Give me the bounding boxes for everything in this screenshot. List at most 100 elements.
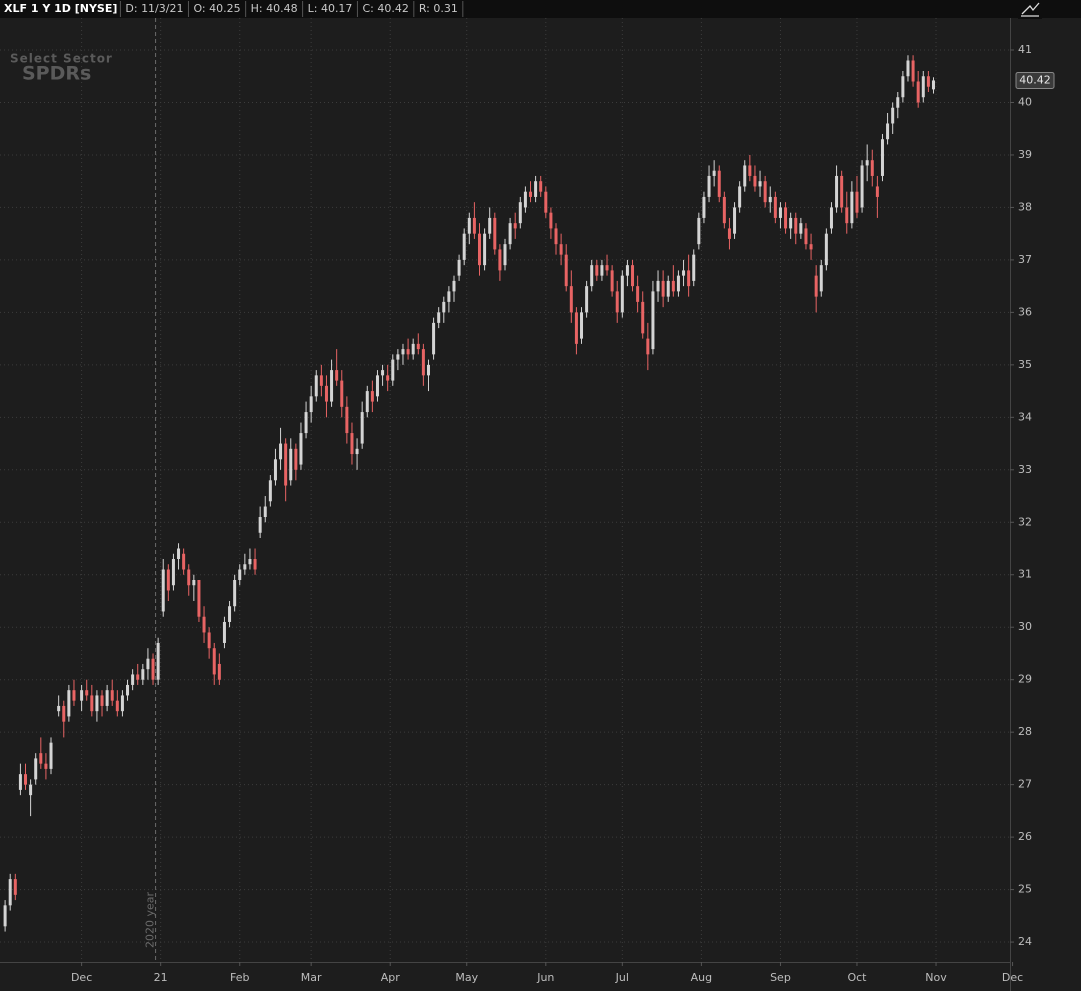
candle-body [896,97,900,108]
candle-body [886,123,890,140]
candle-body [682,270,686,276]
candle-body [676,275,680,292]
x-tick-label: Jun [536,971,554,984]
candle-body [187,569,191,586]
candle-body [911,60,915,82]
candle-body [222,621,226,643]
candle-body [263,506,267,518]
candle-body [350,433,354,455]
candle-body [360,412,364,444]
y-tick-label: 26 [1018,830,1032,843]
candle-body [44,763,48,769]
candle-body [177,548,181,560]
watermark-bottom: SPDRs [22,63,91,85]
candle-body [569,286,573,313]
candle-body [702,196,706,218]
y-tick-label: 39 [1018,148,1032,161]
candle-body [202,616,206,633]
candle-body [722,196,726,224]
y-tick-label: 33 [1018,463,1032,476]
candle-body [207,632,211,649]
candle-body [406,349,410,355]
candle-body [697,217,701,245]
candle-body [49,742,53,769]
candle-body [335,370,339,381]
candle-body [646,338,650,355]
candle-body [503,244,507,266]
candle-body [768,196,772,203]
candle-body [498,249,502,271]
candle-body [330,370,334,402]
candle-body [651,291,655,350]
candle-body [712,170,716,176]
candle-body [126,684,130,696]
candle-body [294,448,298,470]
candle-body [549,212,553,229]
y-tick-label: 40 [1018,95,1032,108]
candle-body [580,312,584,339]
candle-body [789,217,793,229]
candle-body [39,753,43,764]
y-tick-label: 28 [1018,725,1032,738]
x-tick-label: Nov [925,971,947,984]
y-tick-label: 32 [1018,515,1032,528]
candle-body [875,186,879,197]
drawing-tool-icon[interactable] [1018,1,1042,19]
x-tick-label: Jul [615,971,629,984]
x-tick-label: Mar [301,971,322,984]
candle-body [115,700,119,712]
candle-body [426,364,430,376]
candle-body [829,207,833,229]
candle-body [100,695,104,706]
candle-body [824,233,828,266]
candle-body [529,191,533,197]
y-tick-label: 36 [1018,305,1032,318]
candle-body [738,186,742,208]
plot-area: 2020 year [0,18,1010,962]
candle-body [146,658,150,670]
candle-body [304,412,308,434]
candle-body [610,270,614,292]
y-tick-label: 24 [1018,935,1032,948]
candle-body [523,191,527,208]
candle-body [814,275,818,297]
candle-body [595,265,599,276]
candle-body [477,233,481,266]
candle-body [319,375,323,386]
candle-body [141,669,145,680]
x-tick-label: Oct [847,971,867,984]
candle-body [870,160,874,176]
candle-body [345,406,349,434]
candle-body [309,396,313,413]
candle-body [171,559,175,586]
candle-body [906,60,910,77]
y-tick-label: 37 [1018,253,1032,266]
candle-body [778,207,782,218]
candle-body [401,349,405,355]
candle-body [421,349,425,376]
y-tick-label: 30 [1018,620,1032,633]
watermark-top: Select Sector [10,52,113,66]
candle-body [931,80,935,90]
candle-body [559,244,563,255]
candle-body [365,391,369,413]
candle-body [156,642,160,680]
candle-body [600,265,604,276]
candle-body [24,774,28,785]
candle-body [733,207,737,234]
candle-body [166,569,170,591]
candle-body [641,301,645,334]
candle-body [95,695,99,712]
candle-body [253,559,257,570]
candle-body [18,774,22,790]
candle-body [248,559,252,565]
candle-body [80,690,84,701]
candle-body [819,265,823,292]
candle-body [687,270,691,287]
candle-body [880,139,884,176]
candle-body [391,359,395,381]
candle-body [620,275,624,313]
